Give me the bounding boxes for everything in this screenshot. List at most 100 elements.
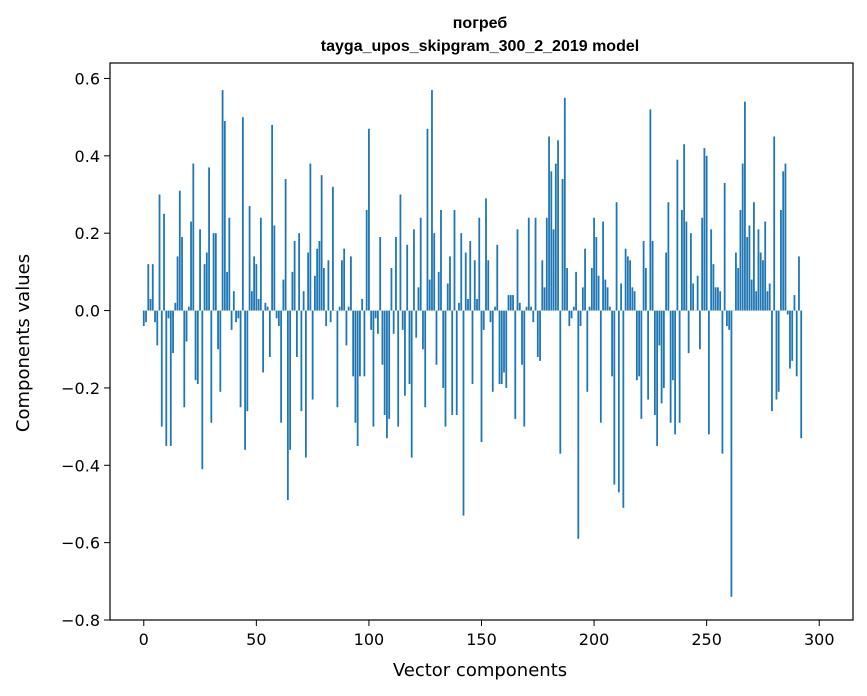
bar-76 bbox=[313, 275, 316, 311]
bar-138 bbox=[453, 209, 456, 311]
y-axis-label: Components values bbox=[13, 254, 34, 432]
bar-194 bbox=[579, 310, 582, 327]
bar-73 bbox=[307, 252, 310, 311]
bar-81 bbox=[325, 310, 328, 327]
y-tick-label: −0.4 bbox=[61, 456, 100, 475]
bar-232 bbox=[665, 252, 668, 311]
bar-292 bbox=[800, 310, 803, 439]
x-axis-ticks: 0 50 100 150 200 250 300 bbox=[139, 620, 835, 649]
y-tick-label: 0.0 bbox=[75, 302, 100, 321]
bar-230 bbox=[660, 310, 663, 404]
bar-177 bbox=[541, 260, 544, 311]
bar-189 bbox=[568, 310, 571, 327]
bar-61 bbox=[280, 310, 283, 423]
bar-198 bbox=[588, 306, 591, 311]
y-tick-label: −0.6 bbox=[61, 534, 100, 553]
x-tick-label: 200 bbox=[579, 630, 610, 649]
bar-269 bbox=[748, 225, 751, 311]
bar-239 bbox=[680, 209, 683, 311]
bar-11 bbox=[167, 310, 170, 319]
bar-51 bbox=[257, 298, 260, 311]
bar-56 bbox=[268, 310, 271, 357]
bar-133 bbox=[442, 310, 445, 388]
bar-197 bbox=[586, 310, 589, 392]
bar-1 bbox=[145, 310, 147, 323]
bar-25 bbox=[199, 229, 201, 311]
bar-139 bbox=[455, 310, 458, 415]
bar-94 bbox=[354, 310, 357, 423]
bar-80 bbox=[322, 268, 325, 311]
plot-frame bbox=[109, 62, 854, 621]
bar-291 bbox=[798, 256, 800, 311]
bar-202 bbox=[597, 275, 600, 311]
bar-109 bbox=[388, 310, 391, 419]
bar-206 bbox=[606, 287, 609, 311]
bar-41 bbox=[235, 310, 237, 323]
bar-224 bbox=[647, 310, 650, 400]
bar-252 bbox=[710, 229, 713, 311]
bar-47 bbox=[248, 206, 251, 311]
bar-279 bbox=[771, 310, 773, 412]
bar-90 bbox=[345, 310, 348, 346]
bar-277 bbox=[766, 291, 769, 311]
bar-18 bbox=[183, 310, 186, 408]
bar-119 bbox=[410, 310, 413, 458]
bar-7 bbox=[158, 194, 161, 311]
bar-188 bbox=[566, 268, 568, 311]
bar-130 bbox=[435, 310, 438, 365]
bar-257 bbox=[721, 310, 724, 454]
bar-226 bbox=[651, 240, 654, 311]
bar-253 bbox=[712, 264, 715, 311]
bar-227 bbox=[653, 310, 656, 415]
bar-147 bbox=[473, 260, 476, 311]
bar-121 bbox=[415, 310, 418, 338]
bar-275 bbox=[762, 260, 764, 311]
bar-123 bbox=[419, 217, 422, 311]
bar-289 bbox=[793, 295, 796, 311]
bar-201 bbox=[595, 237, 598, 311]
bar-199 bbox=[590, 268, 593, 311]
bar-191 bbox=[572, 306, 575, 311]
bar-166 bbox=[516, 229, 519, 311]
bar-106 bbox=[381, 310, 384, 365]
bar-265 bbox=[739, 209, 742, 311]
bar-132 bbox=[440, 209, 442, 311]
bar-211 bbox=[617, 310, 620, 493]
bar-178 bbox=[543, 287, 546, 311]
bar-255 bbox=[717, 287, 719, 311]
bar-92 bbox=[350, 256, 352, 311]
bar-278 bbox=[768, 283, 771, 311]
bar-228 bbox=[656, 310, 659, 446]
bar-174 bbox=[534, 217, 537, 311]
bar-142 bbox=[462, 310, 465, 516]
bar-69 bbox=[298, 233, 301, 311]
bar-8 bbox=[160, 310, 163, 427]
bar-134 bbox=[444, 310, 447, 427]
bar-260 bbox=[728, 310, 731, 330]
bar-235 bbox=[671, 310, 674, 381]
bar-246 bbox=[696, 275, 699, 311]
bar-28 bbox=[205, 252, 208, 311]
bar-250 bbox=[705, 155, 708, 311]
bar-59 bbox=[275, 310, 278, 319]
bar-55 bbox=[266, 306, 269, 311]
bar-242 bbox=[687, 310, 690, 354]
bar-141 bbox=[460, 233, 463, 311]
bar-192 bbox=[575, 271, 577, 311]
bar-212 bbox=[620, 283, 622, 311]
bar-14 bbox=[174, 302, 177, 311]
bar-161 bbox=[505, 310, 508, 388]
bar-264 bbox=[737, 268, 740, 311]
bar-148 bbox=[476, 298, 478, 311]
chart-subtitle: tayga_upos_skipgram_300_2_2019 model bbox=[321, 38, 639, 55]
bar-180 bbox=[548, 136, 550, 311]
bar-42 bbox=[237, 310, 240, 319]
bar-58 bbox=[273, 225, 276, 311]
bar-100 bbox=[368, 128, 370, 311]
bar-95 bbox=[356, 310, 359, 446]
bar-6 bbox=[156, 310, 159, 346]
bar-254 bbox=[714, 287, 717, 311]
bar-127 bbox=[428, 279, 431, 311]
x-tick-label: 100 bbox=[354, 630, 385, 649]
bar-173 bbox=[532, 310, 535, 323]
